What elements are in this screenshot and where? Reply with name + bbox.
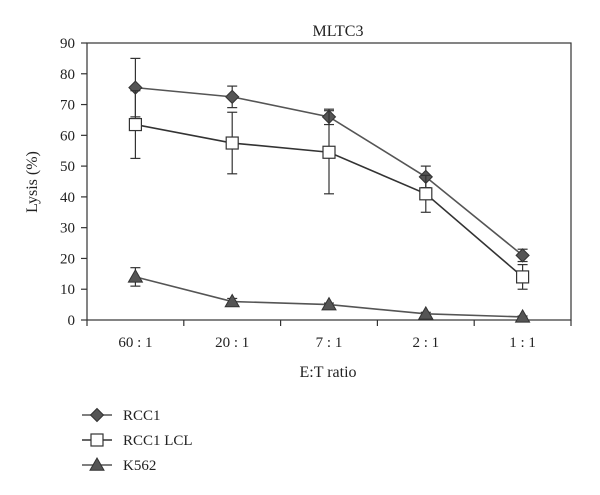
x-tick-label: 60 : 1 bbox=[118, 335, 152, 351]
point-rcc1 bbox=[224, 89, 240, 105]
legend: RCC1 RCC1 LCL K562 bbox=[82, 407, 193, 474]
point-rcc1-lcl bbox=[419, 187, 433, 201]
y-tick-label: 10 bbox=[60, 282, 75, 298]
x-tick-label: 2 : 1 bbox=[412, 335, 439, 351]
legend-label-k562: K562 bbox=[123, 458, 156, 474]
legend-marker-rcc1-lcl bbox=[90, 433, 104, 447]
y-tick-label: 50 bbox=[60, 159, 75, 175]
plot-area: 0 10 20 30 40 50 60 70 80 90 60 : 1 20 : 1 7 : 1 2 : … bbox=[60, 36, 572, 351]
legend-item-rcc1-lcl: RCC1 LCL bbox=[82, 433, 193, 449]
legend-label-rcc1: RCC1 bbox=[123, 408, 161, 424]
y-tick-label: 80 bbox=[60, 67, 75, 83]
point-k562 bbox=[321, 296, 337, 311]
x-axis-title: E:T ratio bbox=[299, 364, 356, 381]
point-rcc1-lcl bbox=[515, 270, 530, 284]
point-rcc1 bbox=[515, 248, 530, 263]
y-axis-title: Lysis (%) bbox=[24, 151, 41, 213]
y-tick-label: 70 bbox=[60, 98, 75, 114]
x-tick-label: 1 : 1 bbox=[509, 335, 536, 351]
legend-marker-rcc1 bbox=[89, 407, 105, 423]
legend-marker-k562 bbox=[89, 456, 105, 471]
chart-title: MLTC3 bbox=[313, 23, 364, 40]
point-rcc1-lcl bbox=[322, 145, 336, 159]
legend-item-rcc1: RCC1 bbox=[82, 407, 161, 424]
x-tick-label: 20 : 1 bbox=[215, 335, 249, 351]
point-rcc1-lcl bbox=[128, 117, 142, 132]
point-k562 bbox=[417, 305, 434, 320]
point-rcc1-lcl bbox=[225, 136, 239, 150]
legend-label-rcc1-lcl: RCC1 LCL bbox=[123, 433, 193, 449]
x-tick-label: 7 : 1 bbox=[316, 335, 343, 351]
point-k562 bbox=[127, 268, 144, 283]
y-tick-label: 0 bbox=[68, 313, 76, 329]
point-k562 bbox=[514, 308, 531, 323]
y-tick-label: 90 bbox=[60, 36, 75, 52]
legend-item-k562: K562 bbox=[82, 456, 156, 474]
y-tick-label: 30 bbox=[60, 221, 75, 237]
point-k562 bbox=[224, 293, 241, 308]
y-tick-label: 20 bbox=[60, 251, 75, 267]
y-tick-label: 60 bbox=[60, 128, 75, 144]
plot-frame bbox=[86, 42, 572, 321]
y-tick-label: 40 bbox=[60, 190, 75, 206]
